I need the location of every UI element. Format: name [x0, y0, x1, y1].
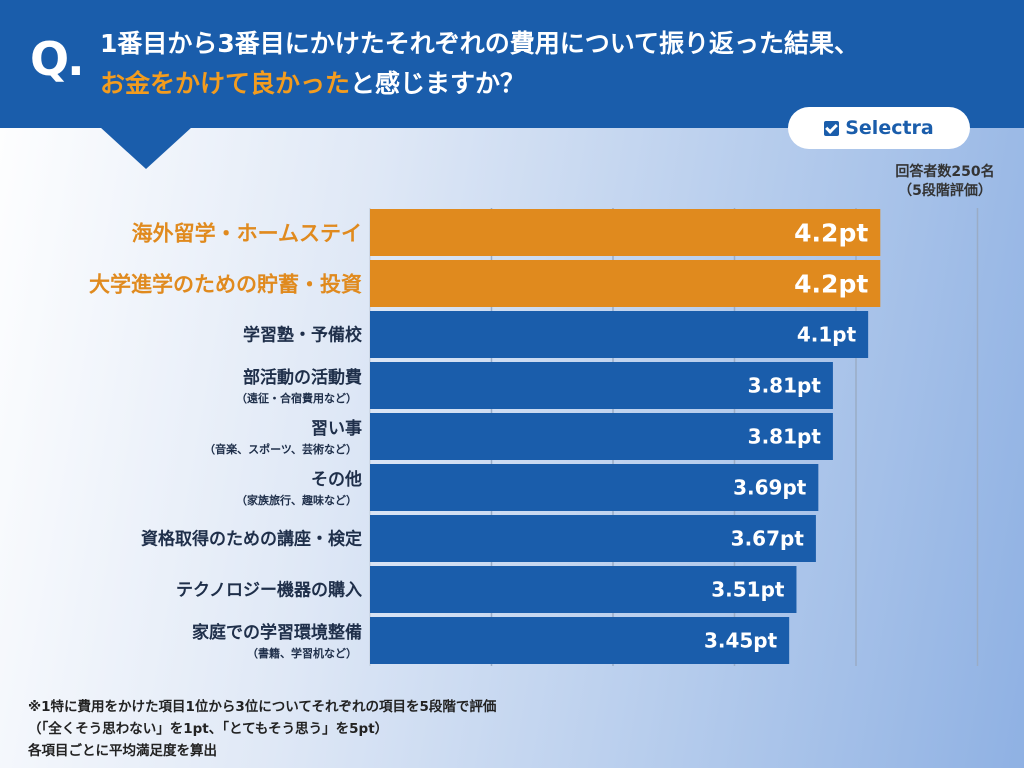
bar [370, 617, 790, 664]
bar [370, 413, 833, 460]
category-label: テクノロジー機器の購入 [176, 580, 362, 601]
footnote-line-1: ※1特に費用をかけた項目1位から3位についてそれぞれの項目を5段階で評価 [28, 699, 497, 715]
value-label: 3.81pt [748, 425, 822, 449]
category-label: 習い事 [311, 419, 362, 439]
value-label: 3.51pt [711, 578, 785, 602]
category-sublabel: （書籍、学習机など） [247, 646, 357, 660]
bar [370, 515, 816, 562]
value-label: 3.69pt [733, 476, 807, 500]
question-line-1: 1番目から3番目にかけたそれぞれの費用について振り返った結果、 [100, 29, 860, 58]
header-pointer [100, 127, 192, 169]
question-header [0, 0, 1024, 128]
category-label: 部活動の活動費 [243, 367, 362, 388]
category-label: 海外留学・ホームステイ [132, 222, 362, 246]
footnote-line-2: （「全くそう思わない」を1pt、「とてもそう思う」を5pt） [28, 721, 389, 737]
category-label: 家庭での学習環境整備 [192, 622, 362, 643]
value-label: 3.81pt [748, 374, 822, 398]
bar [370, 362, 833, 409]
bar [370, 566, 797, 613]
value-label: 4.2pt [794, 219, 868, 248]
respondent-note: 回答者数250名 （5段階評価） [872, 163, 1018, 201]
question-highlight: お金をかけて良かった [100, 69, 351, 98]
category-label: 大学進学のための貯蓄・投資 [89, 273, 362, 297]
respondent-count: 回答者数250名 [895, 164, 995, 180]
category-sublabel: （遠征・合宿費用など） [236, 391, 357, 405]
value-label: 4.1pt [797, 323, 857, 347]
value-label: 4.2pt [794, 270, 868, 299]
value-label: 3.67pt [731, 527, 805, 551]
category-sublabel: （家族旅行、趣味など） [236, 493, 357, 507]
category-sublabel: （音楽、スポーツ、芸術など） [204, 442, 357, 456]
brand-name: Selectra [845, 117, 934, 139]
question-mark: Q. [30, 32, 85, 86]
bar [370, 209, 881, 256]
value-label: 3.45pt [704, 629, 778, 653]
bar [370, 311, 869, 358]
footnote: ※1特に費用をかけた項目1位から3位についてそれぞれの項目を5段階で評価 （「全… [28, 696, 496, 762]
bar [370, 464, 819, 511]
selectra-logo: Selectra [788, 107, 970, 149]
category-label: その他 [311, 469, 362, 490]
category-label: 学習塾・予備校 [243, 325, 363, 346]
checkbox-icon [824, 120, 840, 136]
rating-scale: （5段階評価） [898, 183, 992, 199]
question-rest: と感じますか？ [350, 69, 526, 98]
category-label: 資格取得のための講座・検定 [141, 529, 362, 550]
bar [370, 260, 881, 307]
footnote-line-3: 各項目ごとに平均満足度を算出 [28, 743, 217, 759]
question-line-2: お金をかけて良かったと感じますか？ [100, 64, 525, 100]
